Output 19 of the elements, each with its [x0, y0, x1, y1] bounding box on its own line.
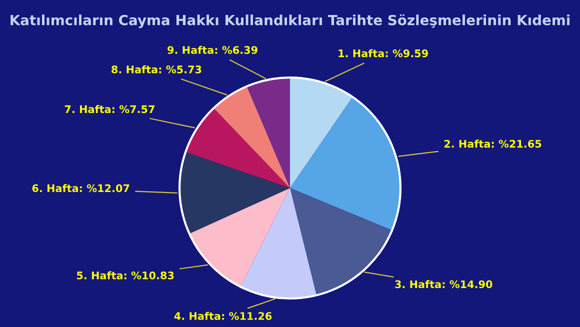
chart-title: Katılımcıların Cayma Hakkı Kullandıkları Tarihte Sözleşmelerinin Kıdemi [10, 14, 570, 28]
pie-slice [290, 188, 392, 296]
pie-slice [214, 86, 290, 188]
pie-slice [246, 78, 290, 188]
pie-slice [240, 188, 316, 298]
pie-slice [180, 152, 290, 234]
slice-label: 9. Hafta: %6.39 [168, 46, 258, 54]
slice-label: 3. Hafta: %14.90 [395, 280, 492, 288]
slice-label: 7. Hafta: %7.57 [64, 105, 154, 114]
slice-label: 8. Hafta: %5.73 [112, 65, 202, 74]
slice-label: 2. Hafta: %21.65 [444, 140, 542, 148]
slice-label: 4. Hafta: %11.26 [174, 312, 272, 320]
pie-slice [290, 97, 400, 230]
slice-label: 5. Hafta: %10.83 [76, 271, 174, 280]
pie-slice [189, 188, 290, 287]
slice-label: 1. Hafta: %9.59 [338, 49, 428, 58]
slice-label: 6. Hafta: %12.07 [32, 184, 130, 192]
pie-slice [186, 108, 290, 188]
pie-slice [290, 78, 353, 188]
